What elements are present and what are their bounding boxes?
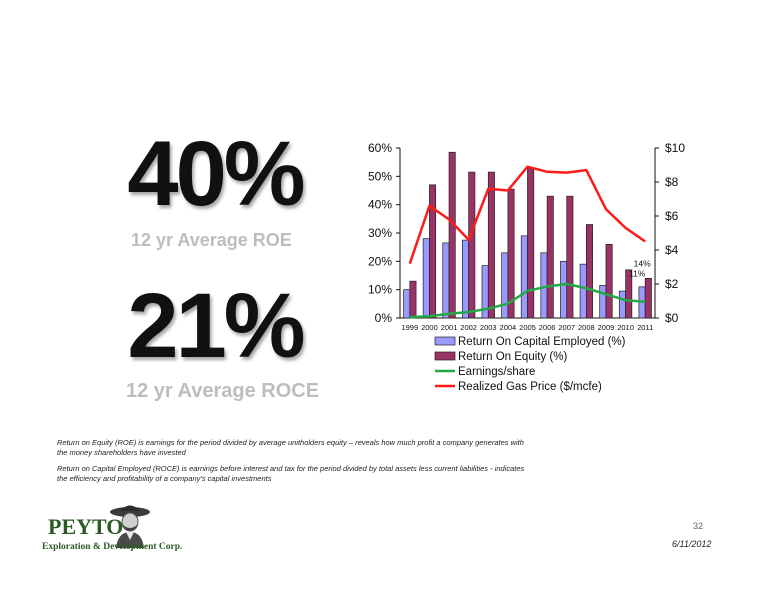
roe-bar (409, 280, 417, 319)
roe-bar (429, 184, 437, 319)
logo-wordmark: PEYTO (48, 514, 124, 539)
right-tick-label: $8 (665, 175, 679, 189)
x-tick-label: 2007 (558, 323, 575, 332)
roce-bar (520, 235, 528, 319)
roe-bar (487, 171, 495, 319)
roce-bar (403, 289, 411, 319)
roce-bar (618, 290, 626, 319)
legend-swatch (434, 351, 456, 361)
right-tick-label: $4 (665, 243, 679, 257)
x-tick-label: 2002 (460, 323, 477, 332)
left-tick-label: 50% (368, 169, 392, 183)
roce-bar (501, 252, 509, 319)
x-tick-label: 2001 (441, 323, 458, 332)
right-tick-label: $0 (665, 311, 679, 325)
page-number: 32 (693, 521, 704, 531)
roce-bar (540, 252, 548, 319)
roe-bar (527, 167, 535, 319)
x-tick-label: 2003 (480, 323, 497, 332)
roe-bar (468, 171, 476, 319)
right-tick-label: $10 (665, 141, 685, 155)
earnings-per-share-line (409, 282, 646, 319)
roce-bar (462, 239, 470, 319)
x-tick-label: 2009 (598, 323, 615, 332)
left-tick-label: 10% (368, 283, 392, 297)
x-tick-label: 2008 (578, 323, 595, 332)
roce-bar (579, 263, 587, 319)
slide-date: 6/11/2012 (672, 539, 712, 549)
chart-annotations: 14%11% (629, 258, 651, 278)
roe-bar (448, 151, 456, 319)
x-tick-label: 1999 (401, 323, 418, 332)
logo-tagline: Exploration & Development Corp. (42, 542, 183, 552)
roe-2011-annotation: 14% (634, 258, 651, 268)
roce-stat-value: 21% (110, 280, 320, 372)
roe-bar (625, 269, 633, 319)
roe-bar (546, 195, 554, 319)
x-tick-label: 2000 (421, 323, 438, 332)
roce-bar (560, 260, 568, 319)
returns-chart: 0%10%20%30%40%50%60% $0$2$4$6$8$10 1999 2… (368, 141, 685, 393)
roe-bar (585, 224, 593, 319)
roe-bar (507, 188, 515, 319)
roe-bar (644, 277, 652, 319)
company-logo: PEYTO Exploration & Development Corp. (40, 502, 190, 562)
left-tick-label: 20% (368, 254, 392, 268)
line-series (408, 165, 646, 319)
left-tick-label: 0% (375, 311, 393, 325)
right-tick-label: $2 (665, 277, 679, 291)
roce-definition-note: Return on Capital Employed (ROCE) is ear… (57, 464, 525, 484)
roe-stat-value: 40% (110, 128, 320, 220)
roce-2011-annotation: 11% (629, 268, 646, 278)
left-tick-label: 40% (368, 198, 392, 212)
left-tick-label: 60% (368, 141, 392, 155)
chart-legend: Return On Capital Employed (%) Return On … (434, 336, 626, 393)
roe-bar (566, 195, 574, 319)
roe-definition-note: Return on Equity (ROE) is earnings for t… (57, 438, 524, 458)
roe-stat-text: 40% (127, 123, 305, 225)
gas-price-line (408, 165, 646, 265)
roce-bar (422, 238, 430, 319)
left-tick-label: 30% (368, 226, 392, 240)
legend-label: Return On Equity (%) (458, 351, 567, 363)
legend-label: Earnings/share (458, 366, 535, 378)
roce-bar (442, 242, 450, 319)
x-tick-label: 2011 (637, 323, 653, 332)
x-axis-labels: 1999 2000 2001 2002 2003 2004 2005 2006 2007 2008… (401, 323, 653, 332)
legend-label: Realized Gas Price ($/mcfe) (458, 381, 602, 393)
x-tick-label: 2010 (617, 323, 634, 332)
x-tick-label: 2004 (500, 323, 517, 332)
roe-bar (605, 243, 613, 319)
right-tick-label: $6 (665, 209, 679, 223)
cowboy-portrait-icon (110, 505, 150, 548)
roce-stat-label: 12 yr Average ROCE (126, 380, 320, 402)
roce-stat-text: 21% (127, 275, 305, 377)
x-tick-label: 2006 (539, 323, 556, 332)
bar-series (403, 151, 652, 319)
legend-label: Return On Capital Employed (%) (458, 336, 626, 348)
legend-swatch (434, 336, 456, 346)
roce-bar (599, 285, 607, 319)
x-tick-label: 2005 (519, 323, 536, 332)
roe-stat-label: 12 yr Average ROE (131, 230, 292, 250)
right-axis: $0 $2 $4 $6 $8 $10 (654, 141, 685, 325)
